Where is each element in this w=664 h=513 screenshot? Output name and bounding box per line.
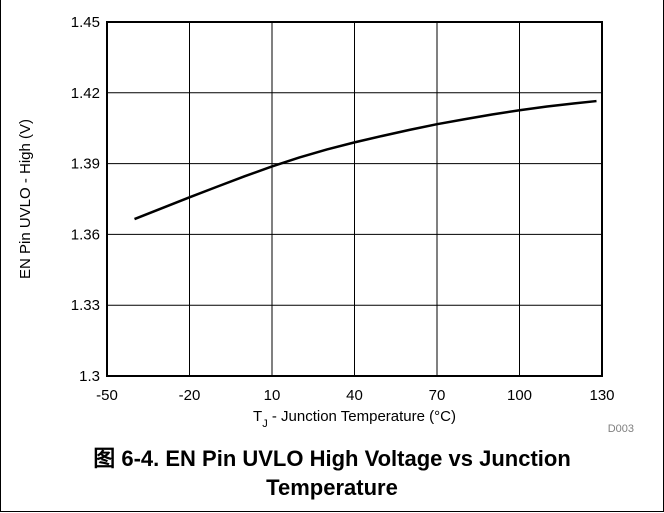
x-axis-title-main: T xyxy=(253,408,262,425)
chart: -50 -20 10 40 70 100 130 1.3 1.33 1.36 1.39 1.42 1.4… xyxy=(17,14,634,435)
y-tick-label: 1.3 xyxy=(79,368,100,385)
caption-line-1: 图 6-4. EN Pin UVLO High Voltage vs Junct… xyxy=(93,446,571,471)
figure-caption: 图 6-4. EN Pin UVLO High Voltage vs Junct… xyxy=(0,444,664,502)
x-tick-label: 10 xyxy=(264,387,281,404)
y-tick-label: 1.39 xyxy=(71,156,100,173)
y-tick-label: 1.33 xyxy=(71,297,100,314)
caption-line-2: Temperature xyxy=(266,475,398,500)
series-line xyxy=(134,99,597,221)
x-axis-title-rest: - Junction Temperature (°C) xyxy=(268,408,456,425)
x-tick-label: 40 xyxy=(346,387,363,404)
y-axis-title: EN Pin UVLO - High (V) xyxy=(17,119,34,279)
x-tick-label: -20 xyxy=(179,387,201,404)
x-axis-title-subscript: J xyxy=(262,418,268,430)
x-axis-title: TJ - Junction Temperature (°C) xyxy=(253,408,456,430)
tick-labels: -50 -20 10 40 70 100 130 1.3 1.33 1.36 1.39 1.42 1.4… xyxy=(71,14,615,404)
y-tick-label: 1.42 xyxy=(71,85,100,102)
series-layer xyxy=(134,99,597,221)
x-tick-label: 100 xyxy=(507,387,532,404)
x-tick-label: -50 xyxy=(96,387,118,404)
y-tick-label: 1.36 xyxy=(71,226,100,243)
x-tick-label: 70 xyxy=(429,387,446,404)
figure-id: D003 xyxy=(608,423,634,435)
grid xyxy=(106,21,603,377)
x-tick-label: 130 xyxy=(589,387,614,404)
plot-area xyxy=(106,21,603,377)
y-tick-label: 1.45 xyxy=(71,14,100,31)
